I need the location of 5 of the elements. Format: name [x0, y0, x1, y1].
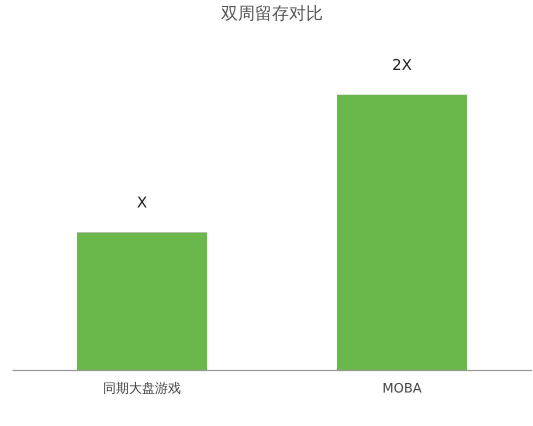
data-label: 2X [392, 56, 412, 74]
x-tick-label: 同期大盘游戏 [103, 382, 181, 396]
x-tick-label: MOBA [382, 382, 422, 396]
chart-title: 双周留存对比 [221, 4, 323, 24]
data-label: X [136, 193, 148, 212]
